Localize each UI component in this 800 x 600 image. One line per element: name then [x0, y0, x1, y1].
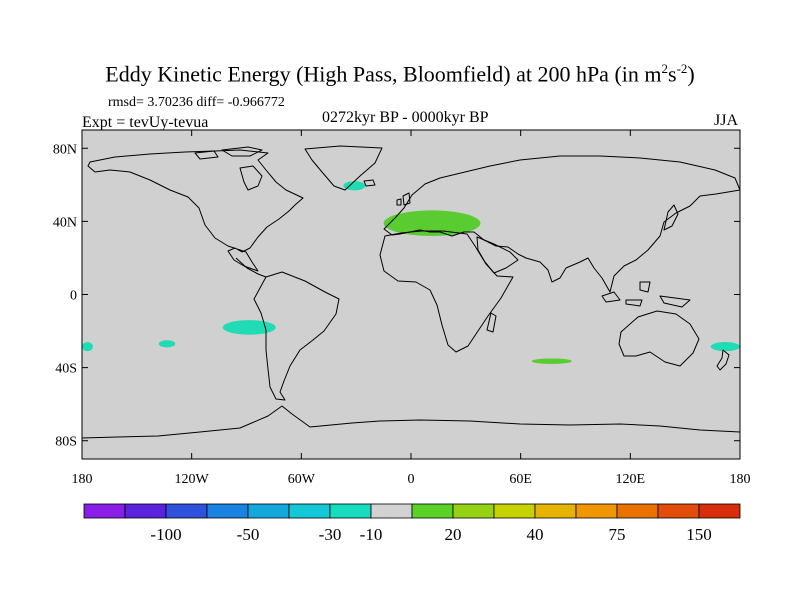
- lon-tick-label: 60W: [288, 472, 316, 487]
- map-background: [82, 130, 740, 459]
- coast-arctic-islands: [194, 146, 263, 160]
- colorbar-swatch: [124, 503, 167, 519]
- figure-title: Eddy Kinetic Energy (High Pass, Bloomfie…: [105, 61, 695, 87]
- season-label: JJA: [714, 112, 739, 129]
- colorbar-label: -10: [360, 525, 383, 544]
- colorbar-swatch: [493, 503, 536, 519]
- coast-africa: [379, 230, 514, 353]
- colorbar-swatch: [370, 503, 413, 519]
- coast-indonesia: [601, 281, 691, 308]
- coast-greenland: [304, 145, 383, 191]
- coast-australia: [618, 310, 700, 367]
- anomaly-patch: [531, 358, 572, 364]
- colorbar-label: 75: [609, 525, 626, 544]
- colorbar-label: 150: [686, 525, 712, 544]
- stats-text: rmsd= 3.70236 diff= -0.966772: [108, 95, 285, 110]
- colorbar-swatch: [657, 503, 700, 519]
- colorbar-label: 40: [527, 525, 544, 544]
- colorbar-swatch: [698, 503, 741, 519]
- coast-eurasia: [383, 155, 741, 293]
- anomaly-patch: [222, 320, 276, 335]
- coast-madagascar: [486, 312, 497, 333]
- lon-tick-label: 60E: [509, 472, 532, 487]
- colorbar-label: 20: [445, 525, 462, 544]
- lon-tick-label: 180: [72, 472, 93, 487]
- colorbar: -100 -50 -30 -10 20 40 75 150: [83, 503, 741, 544]
- anomaly-patch: [383, 210, 481, 237]
- anomaly-patch: [710, 342, 741, 352]
- coastlines: [81, 145, 741, 439]
- lon-tick-label: 0: [408, 472, 415, 487]
- lat-tick-label: 40N: [53, 215, 77, 230]
- colorbar-swatch: [247, 503, 290, 519]
- coast-central-america: [235, 257, 267, 278]
- anomaly-patch: [82, 342, 93, 352]
- colorbar-swatch: [83, 503, 126, 519]
- colorbar-swatch: [329, 503, 372, 519]
- anomaly-patch: [343, 181, 366, 191]
- colorbar-swatch: [452, 503, 495, 519]
- coast-british-isles: [396, 192, 411, 206]
- colorbar-swatch: [534, 503, 577, 519]
- colorbar-swatch: [616, 503, 659, 519]
- colorbar-swatch: [165, 503, 208, 519]
- lat-tick-label: 0: [70, 289, 77, 304]
- lon-tick-label: 180: [730, 472, 751, 487]
- lat-tick-label: 80N: [53, 142, 77, 157]
- colorbar-swatch: [288, 503, 331, 519]
- anomaly-layer: [82, 181, 741, 364]
- coast-antarctica: [81, 405, 741, 439]
- colorbar-swatch: [575, 503, 618, 519]
- coast-north-america: [87, 149, 304, 272]
- experiment-label: Expt = tevUy-tevua: [82, 114, 209, 131]
- colorbar-label: -30: [319, 525, 342, 544]
- lat-tick-label: 80S: [55, 435, 77, 450]
- anomaly-patch: [158, 340, 176, 348]
- lon-tick-label: 120W: [175, 472, 210, 487]
- latitude-axis: 80N 40N 0 40S 80S: [53, 142, 740, 450]
- period-label: 0272kyr BP - 0000kyr BP: [322, 109, 489, 126]
- coast-new-zealand: [716, 349, 730, 371]
- coast-hudson-bay: [239, 165, 263, 191]
- colorbar-swatch: [206, 503, 249, 519]
- colorbar-label: -100: [150, 525, 181, 544]
- colorbar-swatch: [411, 503, 454, 519]
- coast-japan: [663, 204, 679, 231]
- lat-tick-label: 40S: [55, 362, 77, 377]
- coast-iceland: [363, 179, 376, 187]
- longitude-axis: 180 120W 60W 0 60E 120E 180: [72, 130, 751, 487]
- coast-south-america: [253, 271, 340, 401]
- colorbar-label: -50: [237, 525, 260, 544]
- lon-tick-label: 120E: [616, 472, 646, 487]
